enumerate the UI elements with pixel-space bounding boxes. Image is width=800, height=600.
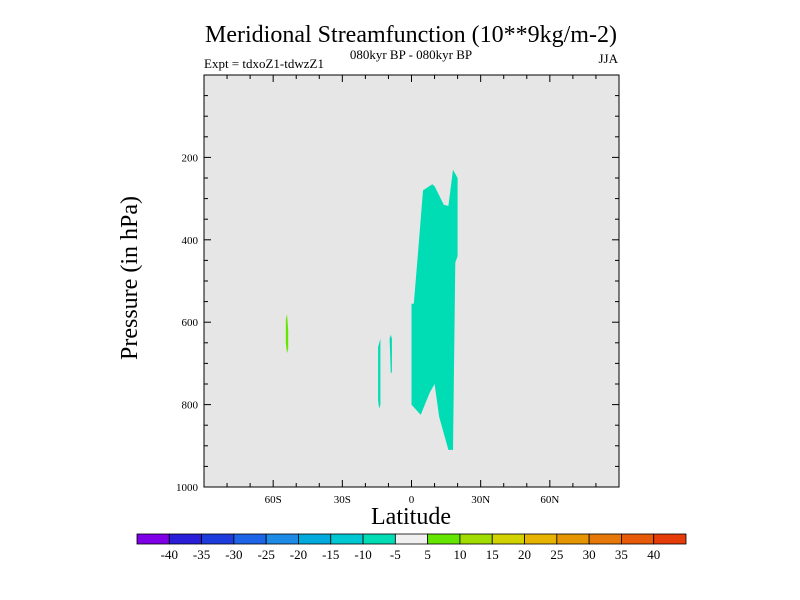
y-tick-label: 600 <box>182 317 199 329</box>
colorbar-box <box>491 533 525 545</box>
colorbar-box <box>621 533 655 545</box>
y-tick-label: 400 <box>182 235 199 247</box>
y-tick-label: 1000 <box>176 482 199 494</box>
colorbar-label: -40 <box>161 547 178 562</box>
colorbar-box <box>394 533 429 545</box>
x-tick-label: 60S <box>265 494 282 506</box>
colorbar-box <box>653 533 687 545</box>
colorbar: -40 -35 -30 -25 -20 -15 -10 -5 5 10 15 20 25 30 35 40 <box>136 533 687 562</box>
colorbar-box <box>201 533 235 545</box>
colorbar-box <box>136 533 170 545</box>
colorbar-label: 5 <box>424 547 431 562</box>
colorbar-label: -20 <box>290 547 307 562</box>
y-tick-label: 800 <box>182 400 199 412</box>
colorbar-box <box>233 533 267 545</box>
y-axis-title: Pressure (in hPa) <box>117 196 143 360</box>
x-axis: 60S 30S 0 30N 60N <box>226 75 597 506</box>
colorbar-box <box>362 533 396 545</box>
colorbar-label: -30 <box>225 547 242 562</box>
plot-background <box>204 75 619 487</box>
plot-area <box>203 74 620 488</box>
colorbar-box <box>330 533 364 545</box>
colorbar-label: 10 <box>453 547 466 562</box>
colorbar-label: 30 <box>583 547 596 562</box>
colorbar-label: 20 <box>518 547 531 562</box>
colorbar-label: -5 <box>390 547 401 562</box>
colorbar-label: -35 <box>193 547 210 562</box>
colorbar-box <box>168 533 202 545</box>
x-axis-title: Latitude <box>371 504 451 530</box>
y-axis: 200 400 600 800 1000 <box>176 95 619 494</box>
colorbar-label: -25 <box>258 547 275 562</box>
x-tick-label: 30N <box>471 494 490 506</box>
colorbar-box <box>265 533 299 545</box>
season-label: JJA <box>598 51 618 66</box>
colorbar-label: 25 <box>550 547 563 562</box>
colorbar-box <box>427 533 461 545</box>
x-tick-label: 60N <box>540 494 559 506</box>
colorbar-label: -15 <box>322 547 339 562</box>
time-range-label: 080kyr BP - 080kyr BP <box>350 47 472 62</box>
x-tick-label: 0 <box>409 494 415 506</box>
x-tick-label: 30S <box>334 494 351 506</box>
colorbar-box <box>556 533 590 545</box>
colorbar-box <box>298 533 332 545</box>
colorbar-box <box>588 533 622 545</box>
colorbar-label: 35 <box>615 547 628 562</box>
contour-region-southern-midlat-cell-a <box>378 338 381 409</box>
contour-region-southern-negative-patch <box>285 314 289 354</box>
colorbar-box <box>524 533 558 545</box>
chart-title: Meridional Streamfunction (10**9kg/m-2) <box>205 22 617 48</box>
experiment-label: Expt = tdxoZ1-tdwzZ1 <box>204 56 324 71</box>
colorbar-label: 40 <box>647 547 660 562</box>
colorbar-label: 15 <box>486 547 499 562</box>
contour-region-southern-midlat-cell-b <box>389 334 392 374</box>
y-tick-label: 200 <box>182 152 199 164</box>
colorbar-label: -10 <box>354 547 371 562</box>
colorbar-box <box>459 533 493 545</box>
contour-region-tropical-positive-cell <box>411 169 458 450</box>
